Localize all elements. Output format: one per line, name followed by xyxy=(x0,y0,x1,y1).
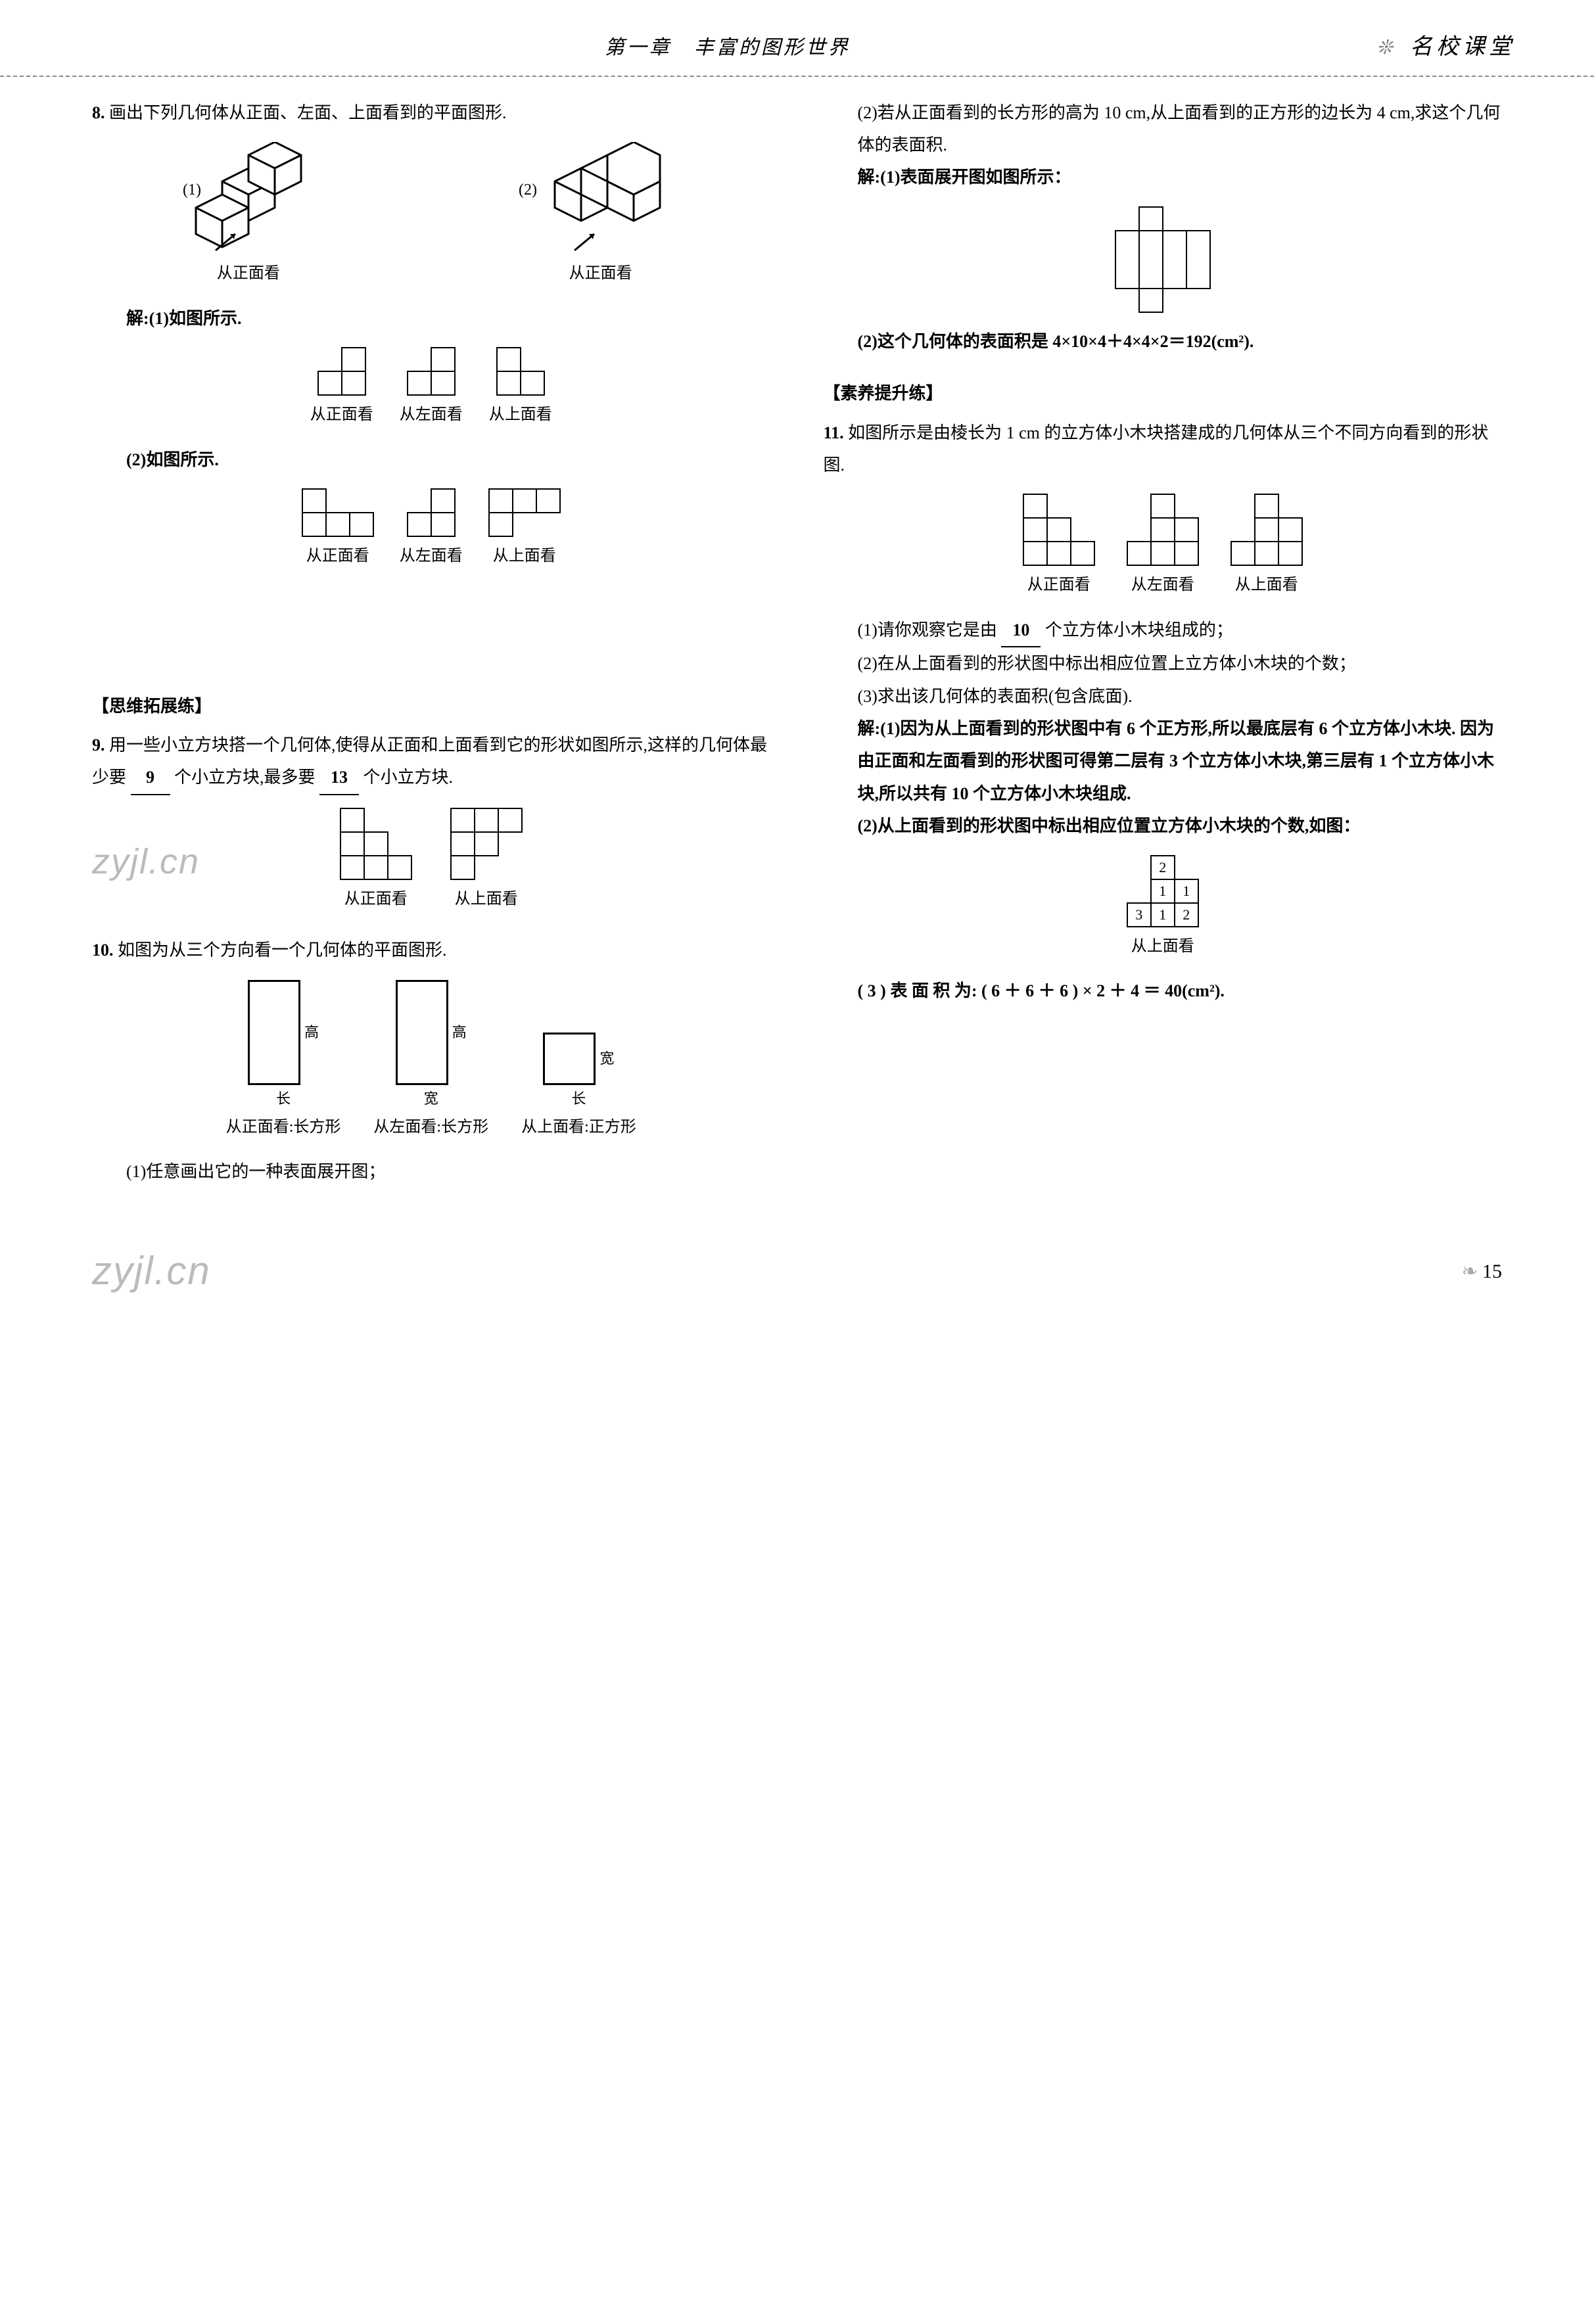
q8-2-left-view xyxy=(408,489,455,536)
q10-ans1: 解:(1)表面展开图如图所示： xyxy=(824,161,1503,193)
q11-left-view xyxy=(1127,494,1198,565)
q11-p1a: (1)请你观察它是由 xyxy=(858,620,997,639)
q10-left-rect: 高 宽 从左面看:长方形 xyxy=(373,980,488,1142)
book-brand: 名校课堂 xyxy=(1376,26,1515,69)
page-header: 第一章 丰富的图形世界 名校课堂 xyxy=(0,26,1594,77)
q8-1-left-view xyxy=(408,348,455,395)
q9-num: 9. xyxy=(92,735,105,755)
q9-top-view xyxy=(451,808,522,879)
q9-front-view xyxy=(340,808,411,879)
q11-text: 如图所示是由棱长为 1 cm 的立方体小木块搭建成的几何体从三个不同方向看到的形… xyxy=(824,423,1489,475)
q8-cap-top: 从上面看 xyxy=(489,400,552,430)
question-9: 9. 用一些小立方块搭一个几何体,使得从正面和上面看到它的形状如图所示,这样的几… xyxy=(92,729,770,914)
q11-blank1: 10 xyxy=(1001,614,1041,647)
q11-p3: (3)求出该几何体的表面积(包含底面). xyxy=(824,680,1503,712)
q8-1-top-view xyxy=(497,348,544,395)
q8-iso1-label: 从正面看 xyxy=(217,259,280,289)
q11-ans2-intro: (2)从上面看到的形状图中标出相应位置立方体小木块的个数,如图： xyxy=(824,810,1503,842)
left-column: 8. 画出下列几何体从正面、左面、上面看到的平面图形. xyxy=(66,97,797,1208)
page-number: 15 xyxy=(1482,1261,1502,1282)
q11-p2: (2)在从上面看到的形状图中标出相应位置上立方体小木块的个数； xyxy=(824,647,1503,680)
q9-text-b: 个小立方块,最多要 xyxy=(174,768,316,787)
q10-ans2: (2)这个几何体的表面积是 4×10×4＋4×4×2＝192(cm²). xyxy=(824,325,1503,358)
svg-text:(2): (2) xyxy=(519,181,537,198)
q8-text: 画出下列几何体从正面、左面、上面看到的平面图形. xyxy=(109,103,507,122)
watermark-mid: zyjl.cn xyxy=(92,828,200,896)
q8-2-top-view xyxy=(489,489,560,536)
q11-ans3: ( 3 ) 表 面 积 为: ( 6 ＋ 6 ＋ 6 ) × 2 ＋ 4 ＝ 4… xyxy=(824,975,1503,1007)
q11-num: 11. xyxy=(824,423,844,442)
section-expand: 【思维拓展练】 xyxy=(92,690,770,722)
section-suyang: 【素养提升练】 xyxy=(824,377,1503,409)
right-column: (2)若从正面看到的长方形的高为 10 cm,从上面看到的正方形的边长为 4 c… xyxy=(797,97,1529,1208)
q10-text: 如图为从三个方向看一个几何体的平面图形. xyxy=(118,941,447,960)
q10-p1: (1)任意画出它的一种表面展开图； xyxy=(92,1155,770,1188)
q8-iso-1: (1) 从正面看 xyxy=(176,142,321,289)
q10-top-rect: 宽 长 从上面看:正方形 xyxy=(521,1033,636,1142)
q10-p2: (2)若从正面看到的长方形的高为 10 cm,从上面看到的正方形的边长为 4 c… xyxy=(824,97,1503,162)
question-11: 11. 如图所示是由棱长为 1 cm 的立方体小木块搭建成的几何体从三个不同方向… xyxy=(824,417,1503,1008)
q11-top-view xyxy=(1231,494,1302,565)
q11-ans2-caption: 从上面看 xyxy=(1131,932,1194,962)
q8-num: 8. xyxy=(92,103,105,122)
q11-ans1: 解:(1)因为从上面看到的形状图中有 6 个正方形,所以最底层有 6 个立方体小… xyxy=(824,712,1503,810)
q8-1-front-view xyxy=(318,348,365,395)
q10-net xyxy=(1115,207,1210,312)
q8-ans2-intro: (2)如图所示. xyxy=(92,444,770,476)
watermark-bottom: zyjl.cn xyxy=(92,1234,211,1309)
chapter-title: 第一章 丰富的图形世界 xyxy=(79,29,1376,66)
q8-iso-2: (2) 从正面看 xyxy=(515,142,686,289)
q9-blank2: 13 xyxy=(319,761,359,795)
question-10: 10. 如图为从三个方向看一个几何体的平面图形. 高 长 从正面看:长方形 xyxy=(92,934,770,1188)
question-8: 8. 画出下列几何体从正面、左面、上面看到的平面图形. xyxy=(92,97,770,572)
q8-ans1-intro: 解:(1)如图所示. xyxy=(92,302,770,335)
q11-ans2-grid: 2 11 312 xyxy=(1127,856,1198,927)
svg-text:(1): (1) xyxy=(183,181,201,198)
q10-num: 10. xyxy=(92,941,114,960)
footer-deco-icon: ❧ xyxy=(1461,1261,1478,1282)
q11-p1b: 个立方体小木块组成的； xyxy=(1045,620,1233,639)
q8-iso2-label: 从正面看 xyxy=(569,259,632,289)
q8-2-front-view xyxy=(302,489,373,536)
q10-front-rect: 高 长 从正面看:长方形 xyxy=(226,980,341,1142)
q8-cap-front: 从正面看 xyxy=(310,400,373,430)
page-footer: zyjl.cn ❧ 15 xyxy=(0,1207,1594,1309)
q11-front-view xyxy=(1023,494,1094,565)
q8-cap-left: 从左面看 xyxy=(400,400,463,430)
q9-blank1: 9 xyxy=(131,761,170,795)
q9-text-c: 个小立方块. xyxy=(363,768,454,787)
